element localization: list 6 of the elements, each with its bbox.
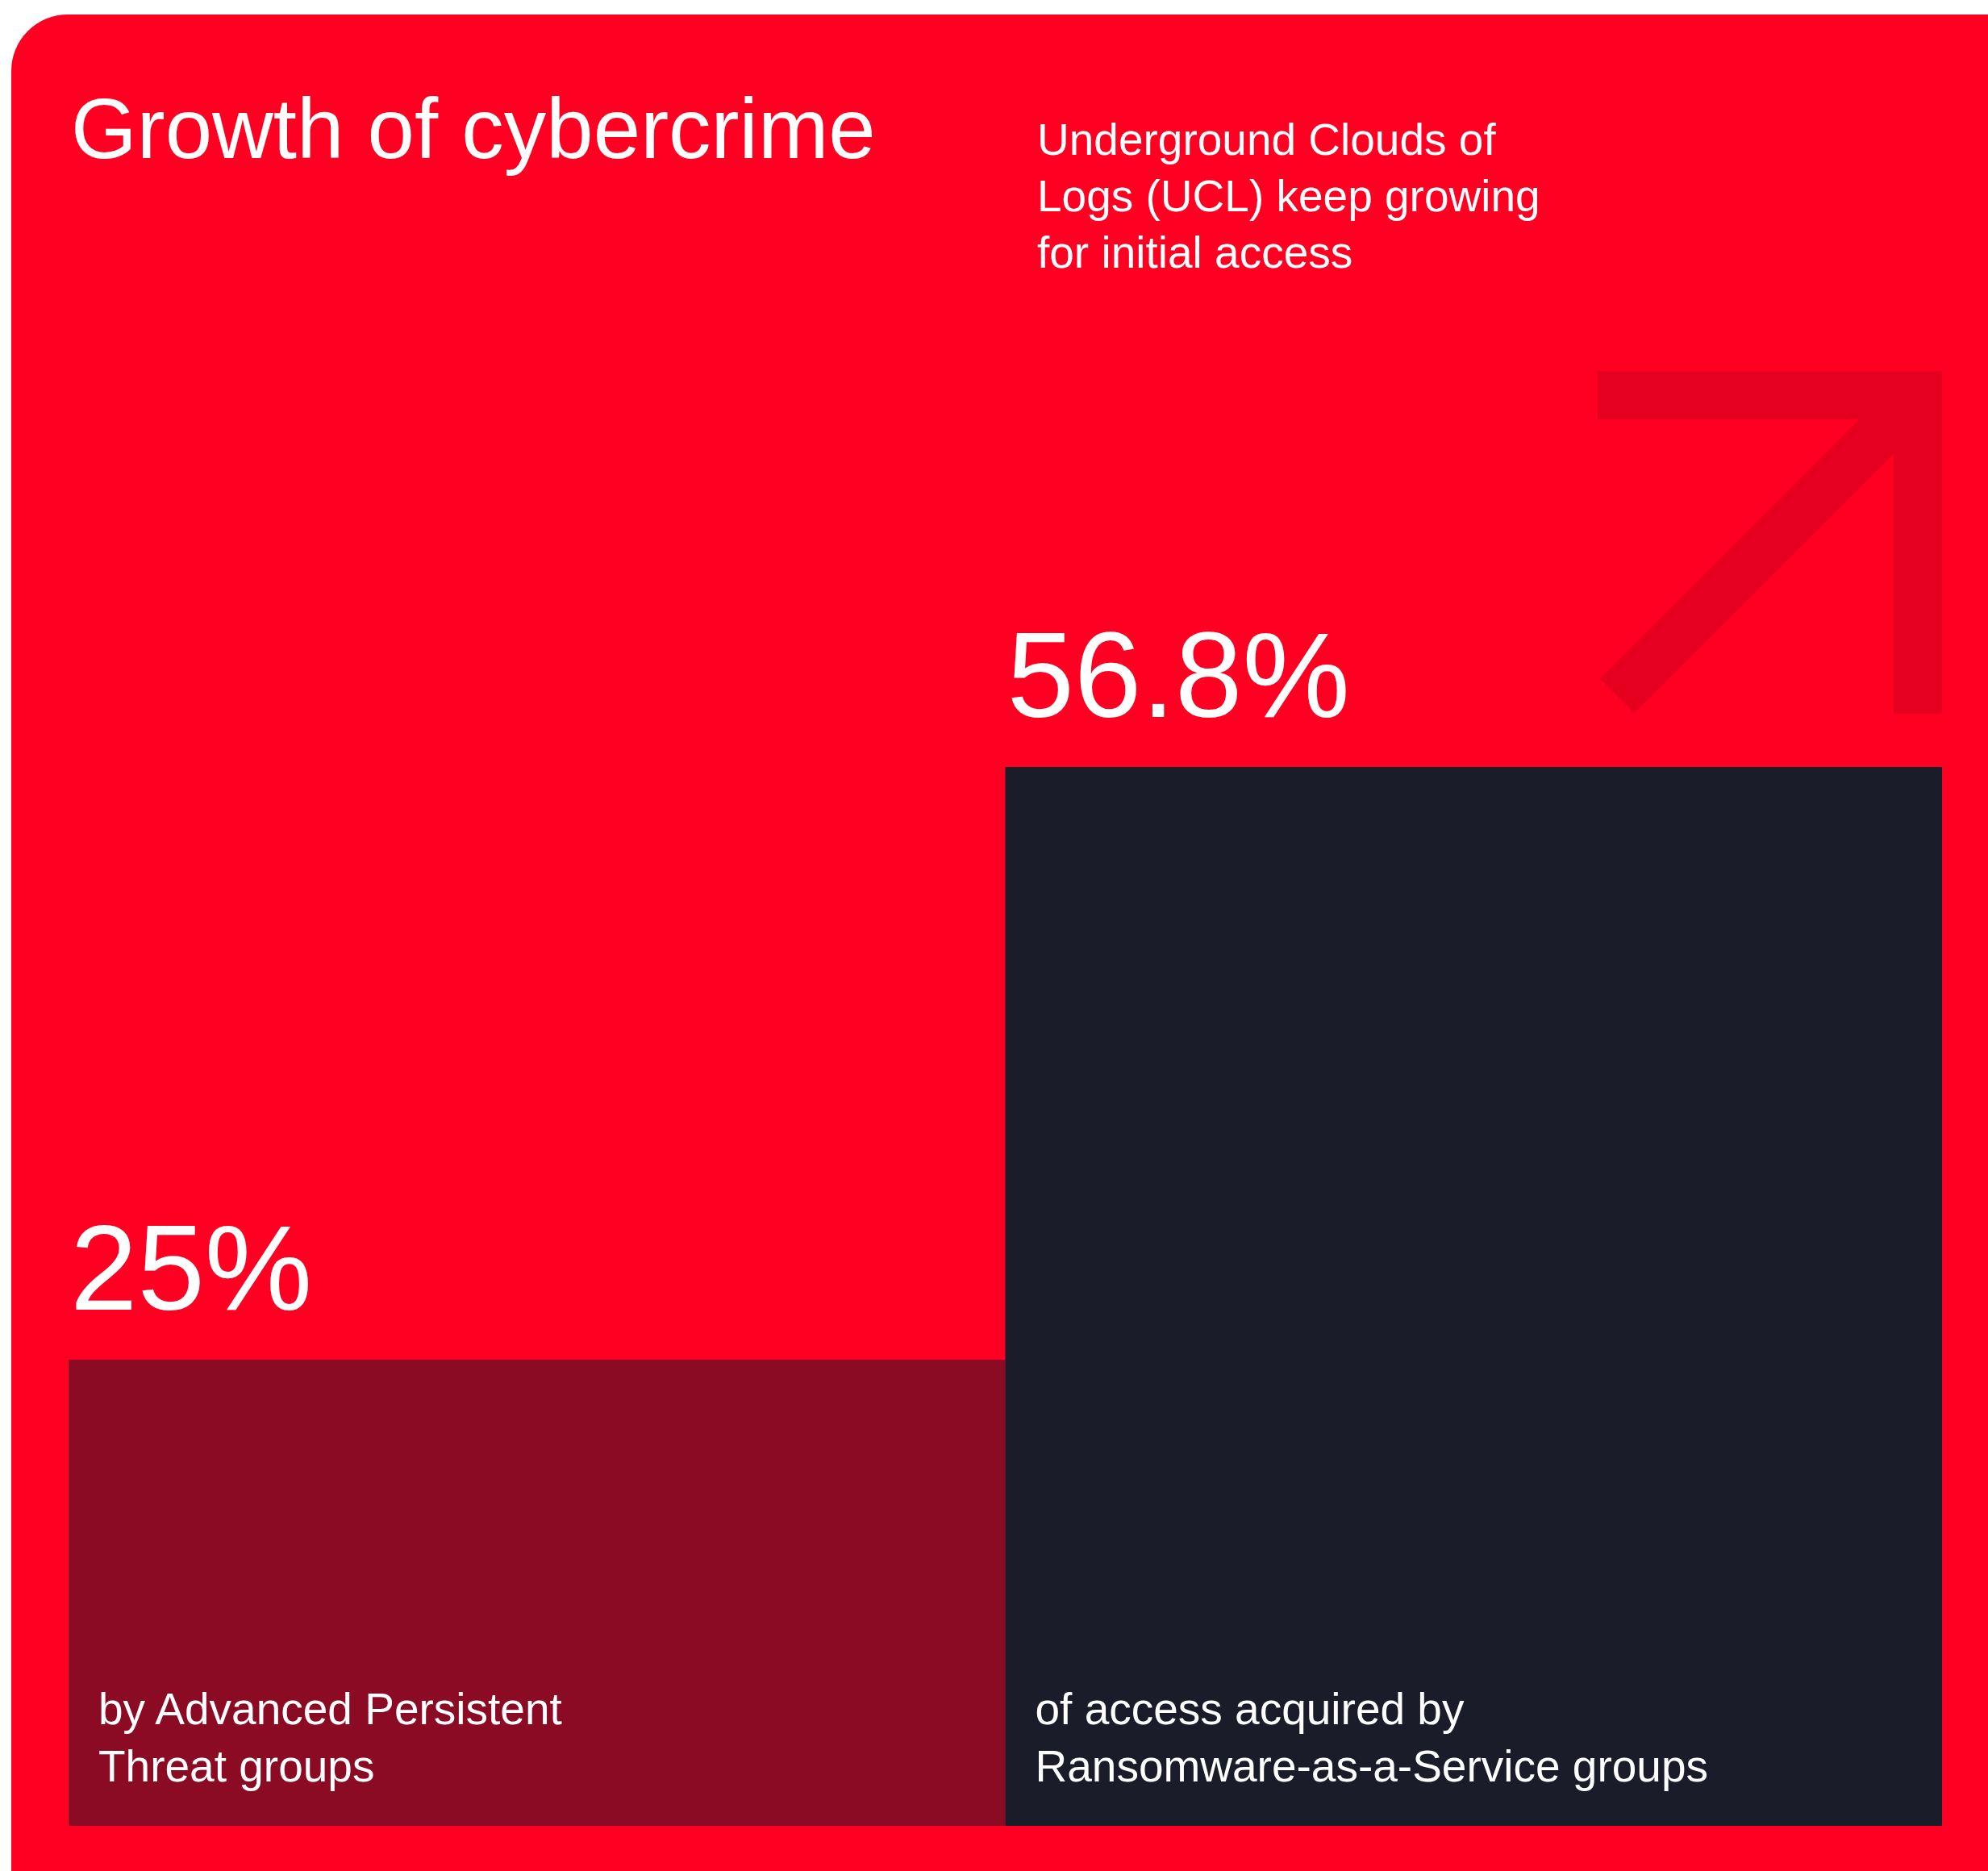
x-tick-label: of access acquired by Ransomware-as-a-Service groups <box>1035 1684 1708 1791</box>
data-label: 56.8% <box>1007 607 1350 743</box>
chart-title: Growth of cybercrime <box>71 81 876 176</box>
x-tick-label: by Advanced Persistent Threat groups <box>98 1684 562 1791</box>
chart-subtitle: Underground Clouds of Logs (UCL) keep growing for initial access <box>1037 115 1540 277</box>
data-label: 25% <box>70 1200 313 1336</box>
